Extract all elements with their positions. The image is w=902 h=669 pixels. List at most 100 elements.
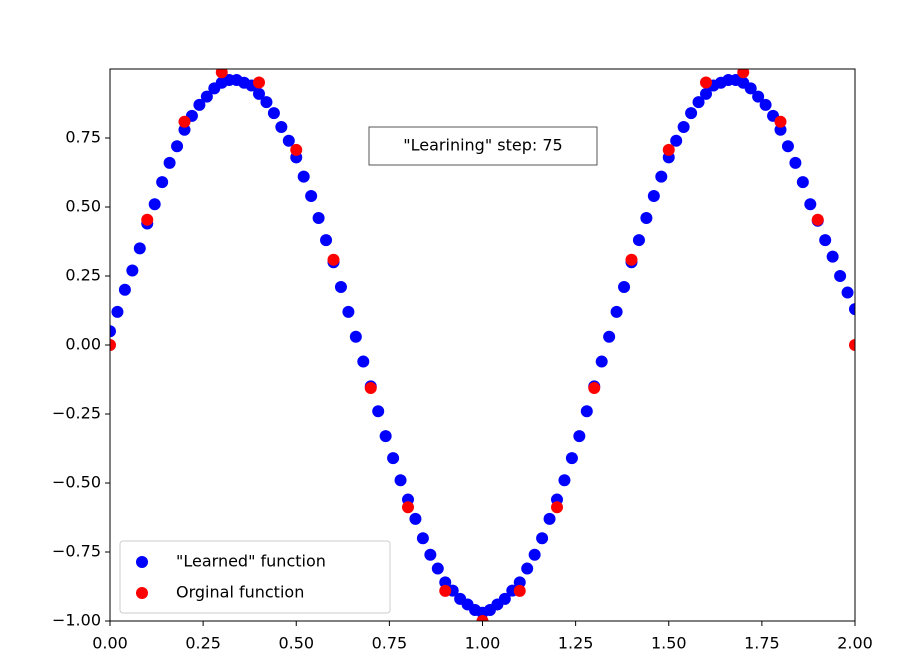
point (290, 143, 303, 156)
point (171, 140, 184, 153)
point (200, 90, 213, 103)
point (282, 134, 295, 147)
point (409, 512, 422, 525)
point (320, 234, 333, 247)
point (528, 548, 541, 561)
point (737, 69, 750, 79)
point (111, 305, 124, 318)
plot-area (110, 69, 855, 621)
point (804, 198, 817, 211)
point (632, 234, 645, 247)
point (513, 576, 526, 589)
y-tick-label: 0.00 (65, 335, 101, 354)
point (253, 76, 265, 89)
y-tick-label: −0.75 (52, 542, 101, 561)
point (685, 107, 698, 120)
point (521, 562, 534, 575)
annotation: "Learining" step: 75 (403, 136, 562, 155)
point (156, 176, 169, 189)
point (849, 339, 855, 351)
point (625, 253, 638, 266)
point (781, 140, 794, 153)
point (327, 253, 340, 266)
point (826, 250, 839, 263)
point (603, 330, 616, 343)
point (267, 107, 280, 120)
point (543, 512, 556, 525)
point (498, 592, 511, 605)
x-tick-label: 1.00 (465, 634, 501, 653)
legend-marker (136, 556, 148, 568)
point (476, 615, 489, 621)
x-tick-label: 1.25 (558, 634, 594, 653)
y-tick-label: −0.50 (52, 473, 101, 492)
point (193, 98, 206, 111)
point (580, 405, 593, 418)
point (774, 115, 787, 128)
point (387, 452, 400, 465)
point (662, 143, 675, 156)
y-tick-label: 0.75 (65, 128, 101, 147)
point (565, 452, 578, 465)
point (253, 87, 265, 100)
point (618, 281, 631, 294)
point (640, 212, 653, 225)
point (312, 212, 325, 225)
legend-box (119, 540, 391, 614)
point (141, 213, 154, 226)
point (692, 96, 705, 109)
point (670, 134, 683, 147)
x-tick-label: 0.25 (185, 634, 221, 653)
legend-marker (136, 587, 148, 599)
point (573, 430, 586, 443)
point (349, 330, 362, 343)
x-tick-label: 1.75 (744, 634, 780, 653)
point (677, 120, 690, 133)
point (849, 303, 855, 316)
point (700, 76, 712, 89)
point (595, 355, 608, 368)
point (126, 264, 139, 277)
point (305, 189, 318, 202)
x-tick-label: 0.50 (278, 634, 314, 653)
point (647, 189, 660, 202)
point (700, 87, 712, 100)
x-tick-label: 1.50 (651, 634, 687, 653)
point (610, 305, 623, 318)
point (588, 382, 601, 395)
point (215, 69, 228, 79)
point (379, 430, 392, 443)
point (110, 339, 116, 351)
y-tick-label: 0.50 (65, 197, 101, 216)
point (431, 562, 444, 575)
x-tick-label: 0.00 (92, 634, 128, 653)
point (372, 405, 385, 418)
point (513, 584, 526, 597)
point (402, 501, 414, 514)
point (394, 474, 407, 487)
point (364, 382, 377, 395)
x-tick-label: 2.00 (837, 634, 873, 653)
point (163, 156, 176, 169)
y-tick-label: −0.25 (52, 404, 101, 423)
point (178, 115, 191, 128)
point (796, 176, 809, 189)
point (424, 548, 437, 561)
point (148, 198, 161, 211)
point (551, 501, 563, 514)
point (334, 281, 347, 294)
point (558, 474, 571, 487)
y-tick-label: −1.00 (52, 611, 101, 630)
point (342, 305, 355, 318)
point (133, 242, 146, 255)
legend-label: Orginal function (176, 583, 304, 602)
point (841, 286, 854, 299)
point (759, 98, 772, 111)
x-tick-label: 0.75 (372, 634, 408, 653)
point (439, 576, 452, 589)
point (655, 170, 668, 183)
point (819, 234, 832, 247)
point (834, 270, 847, 282)
point (536, 532, 549, 545)
